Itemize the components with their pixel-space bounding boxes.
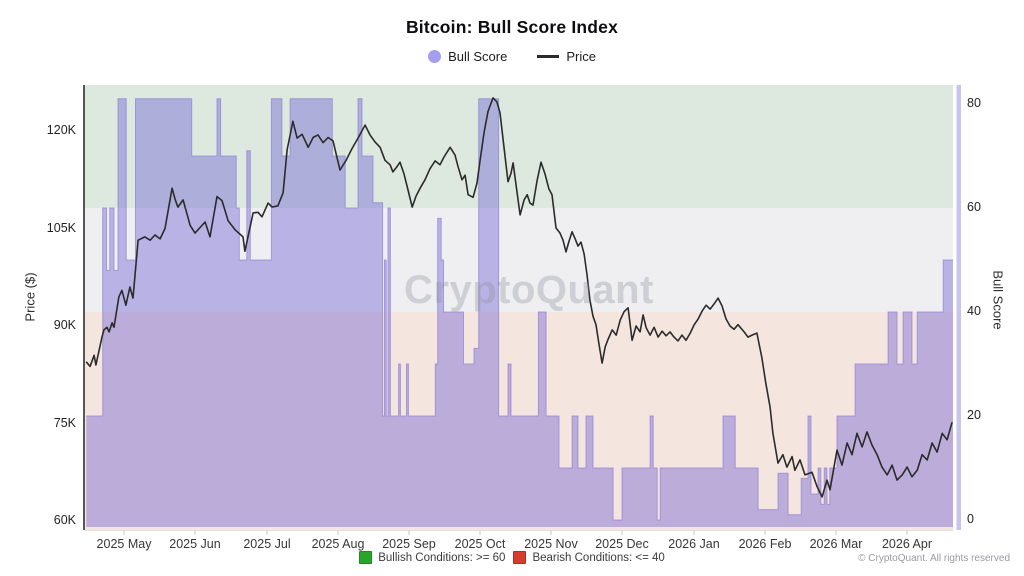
score-axis-bar: [956, 85, 961, 530]
month-tick-label: 2025 Dec: [595, 537, 649, 551]
bearish-conditions-label: Bearish Conditions: <= 40: [532, 551, 665, 564]
score-tick-label: 20: [967, 408, 981, 422]
neutral-zone-band: [84, 208, 953, 312]
price-tick-label: 75K: [53, 415, 76, 430]
price-tick-label: 120K: [46, 123, 76, 137]
score-tick-label: 0: [967, 512, 974, 526]
conditions-legend: Bullish Conditions: >= 60 Bearish Condit…: [0, 551, 1024, 564]
month-tick-label: 2025 Oct: [454, 537, 506, 551]
price-legend-line-icon: [537, 55, 560, 58]
month-tick-label: 2026 Jan: [668, 537, 720, 551]
bull-score-legend-label: Bull Score: [448, 49, 508, 64]
score-tick-label: 80: [967, 96, 981, 110]
price-legend-label: Price: [566, 49, 596, 64]
score-tick-label: 40: [967, 304, 981, 318]
month-tick-label: 2026 Feb: [738, 537, 792, 551]
month-tick-label: 2025 Jun: [169, 537, 221, 551]
price-tick-label: 90K: [53, 318, 76, 332]
month-tick-label: 2026 Apr: [881, 537, 933, 551]
bullish-conditions-label: Bullish Conditions: >= 60: [378, 551, 506, 564]
chart-title: Bitcoin: Bull Score Index: [405, 17, 619, 37]
bullish-zone-band: [84, 85, 953, 208]
copyright: © CryptoQuant. All rights reserved: [858, 553, 1010, 564]
price-tick-label: 60K: [53, 513, 76, 527]
score-tick-label: 60: [967, 200, 981, 214]
price-tick-label: 105K: [46, 220, 76, 235]
month-tick-label: 2025 Jul: [243, 537, 291, 551]
month-tick-label: 2026 Mar: [809, 537, 863, 551]
month-tick-label: 2025 Nov: [524, 537, 578, 551]
bull-score-legend-dot-icon: [428, 50, 442, 63]
bearish-swatch-icon: [513, 551, 527, 564]
bull-score-area: [86, 98, 954, 528]
chart-legend: Bull Score Price: [0, 49, 1024, 64]
month-tick-label: 2025 Aug: [311, 537, 365, 551]
month-tick-label: 2025 May: [96, 537, 152, 551]
month-tick-label: 2025 Sep: [382, 537, 436, 551]
bullish-swatch-icon: [359, 551, 373, 564]
price-line: [85, 97, 953, 498]
